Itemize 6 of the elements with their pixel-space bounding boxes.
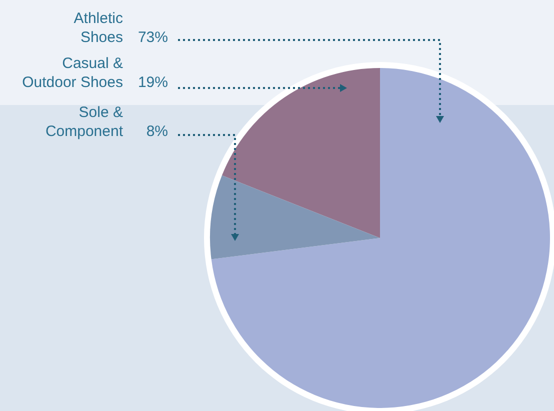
category-label: Athletic Shoes [74, 10, 123, 46]
data-label: 8% [146, 123, 168, 140]
category-label: Sole & Component [45, 104, 123, 140]
category-label: Casual & Outdoor Shoes [22, 55, 123, 91]
data-label: 19% [138, 74, 168, 91]
data-label: 73% [138, 29, 168, 46]
